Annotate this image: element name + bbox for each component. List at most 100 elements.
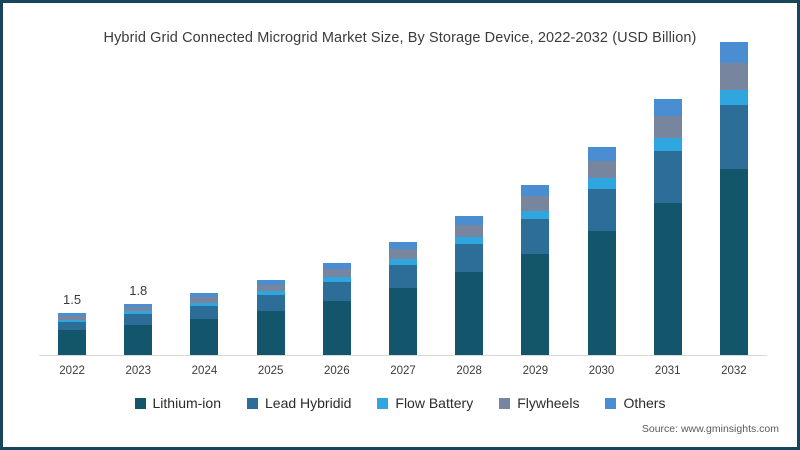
bar-segment-lithium-ion	[455, 272, 484, 356]
legend-swatch-icon	[247, 397, 258, 409]
bar-segment-lead-hybridid	[124, 314, 153, 325]
bar-segment-flywheels	[455, 225, 484, 238]
bar-segment-lead-hybridid	[190, 305, 219, 319]
bar-2032[interactable]	[719, 42, 748, 356]
bar-segment-flow-battery	[256, 291, 285, 295]
legend-label: Lithium-ion	[152, 395, 221, 411]
legend-label: Flow Battery	[395, 395, 474, 411]
x-tick-2028: 2028	[456, 365, 482, 377]
bar-segment-lithium-ion	[322, 300, 351, 356]
x-tick-2025: 2025	[257, 365, 284, 377]
bar-segment-lead-hybridid	[256, 294, 285, 311]
bar-segment-flow-battery	[58, 319, 87, 322]
bar-segment-others	[587, 146, 616, 161]
legend-item-flywheels[interactable]: Flywheels	[499, 395, 579, 411]
bar-segment-lithium-ion	[719, 168, 748, 356]
plot-area: 1.5 1.8	[39, 42, 767, 356]
bar-segment-others	[521, 184, 550, 197]
legend-item-others[interactable]: Others	[605, 395, 665, 411]
legend-label: Flywheels	[517, 395, 580, 411]
bar-segment-flywheels	[719, 63, 748, 90]
legend-swatch-icon	[377, 397, 389, 409]
bar-segment-lead-hybridid	[587, 188, 616, 232]
bar-segment-flow-battery	[719, 89, 748, 105]
bar-2031[interactable]	[653, 99, 682, 356]
bar-segment-lead-hybridid	[455, 243, 484, 273]
x-tick-2022: 2022	[59, 365, 85, 377]
bar-segment-flywheels	[256, 284, 285, 292]
legend-label: Lead Hybridid	[265, 395, 352, 411]
bar-segment-flywheels	[190, 297, 219, 303]
bar-segment-others	[389, 241, 417, 250]
legend-item-lead-hybridid[interactable]: Lead Hybridid	[247, 395, 351, 411]
bar-segment-others	[719, 42, 748, 64]
legend-swatch-icon	[499, 397, 511, 409]
bar-segment-lead-hybridid	[521, 219, 550, 254]
bar-2023[interactable]	[124, 303, 153, 356]
bar-segment-flow-battery	[190, 302, 219, 306]
bar-segment-others	[190, 293, 219, 298]
bar-segment-others	[58, 313, 87, 317]
bar-segment-flywheels	[653, 116, 682, 139]
bar-segment-others	[455, 215, 484, 226]
bar-segment-lead-hybridid	[719, 104, 748, 169]
bar-segment-flow-battery	[389, 258, 417, 265]
bar-2025[interactable]	[256, 279, 285, 356]
x-tick-2024: 2024	[191, 365, 218, 377]
x-axis-baseline	[39, 355, 767, 356]
bar-segment-others	[124, 303, 153, 307]
legend-label: Others	[623, 395, 666, 411]
bar-segment-flow-battery	[521, 210, 550, 220]
x-tick-2032: 2032	[721, 365, 747, 377]
bar-segment-lead-hybridid	[389, 264, 417, 288]
bar-segment-flywheels	[58, 316, 87, 320]
bar-2024[interactable]	[190, 293, 219, 356]
bar-segment-flow-battery	[322, 277, 351, 282]
bar-segment-lithium-ion	[58, 330, 87, 356]
bar-value-label-2023: 1.8	[129, 282, 148, 298]
x-tick-2030: 2030	[588, 365, 615, 377]
x-tick-2031: 2031	[654, 365, 681, 377]
bar-segment-flywheels	[322, 269, 351, 278]
bar-segment-lithium-ion	[124, 324, 153, 356]
bar-segment-others	[653, 99, 682, 117]
bar-2027[interactable]	[389, 241, 417, 356]
legend-item-lithium-ion[interactable]: Lithium-ion	[134, 395, 221, 411]
x-tick-2029: 2029	[522, 365, 549, 377]
bar-segment-flywheels	[124, 306, 153, 312]
bar-segment-flywheels	[389, 249, 417, 259]
chart-legend: Lithium-ion Lead Hybridid Flow Battery Flyw…	[3, 395, 797, 411]
x-tick-2026: 2026	[324, 365, 350, 377]
bar-segment-flow-battery	[455, 237, 484, 244]
bar-segment-flywheels	[521, 196, 550, 211]
source-attribution: Source: www.gminsights.com	[641, 423, 779, 435]
bar-segment-lead-hybridid	[653, 150, 682, 203]
bar-segment-lithium-ion	[587, 231, 616, 356]
bar-2022[interactable]	[58, 313, 87, 356]
legend-swatch-icon	[605, 397, 617, 409]
bar-segment-lithium-ion	[521, 253, 550, 356]
bar-segment-flow-battery	[653, 138, 682, 151]
bar-segment-lithium-ion	[389, 287, 417, 356]
bar-segment-flow-battery	[124, 311, 153, 314]
x-tick-2023: 2023	[125, 365, 152, 377]
x-tick-2027: 2027	[390, 365, 416, 377]
bar-segment-others	[322, 262, 351, 270]
bar-2026[interactable]	[322, 262, 351, 356]
bar-segment-lithium-ion	[190, 318, 219, 356]
bar-segment-others	[256, 279, 285, 285]
bar-2028[interactable]	[455, 215, 484, 356]
bar-segment-lead-hybridid	[322, 281, 351, 301]
x-axis-tick-labels: 2022 2023 2024 2025 2026 2027 2028 2029 2030 2031…	[39, 365, 767, 383]
bar-segment-lithium-ion	[256, 310, 285, 356]
bar-2029[interactable]	[521, 184, 550, 356]
legend-swatch-icon	[134, 397, 146, 409]
bar-value-label-2022: 1.5	[63, 292, 82, 308]
bar-2030[interactable]	[587, 146, 616, 356]
chart-title: Hybrid Grid Connected Microgrid Market S…	[103, 30, 697, 46]
legend-item-flow-battery[interactable]: Flow Battery	[377, 395, 473, 411]
bar-segment-lead-hybridid	[58, 321, 87, 331]
bar-segment-flywheels	[587, 160, 616, 179]
bar-segment-lithium-ion	[653, 202, 682, 356]
